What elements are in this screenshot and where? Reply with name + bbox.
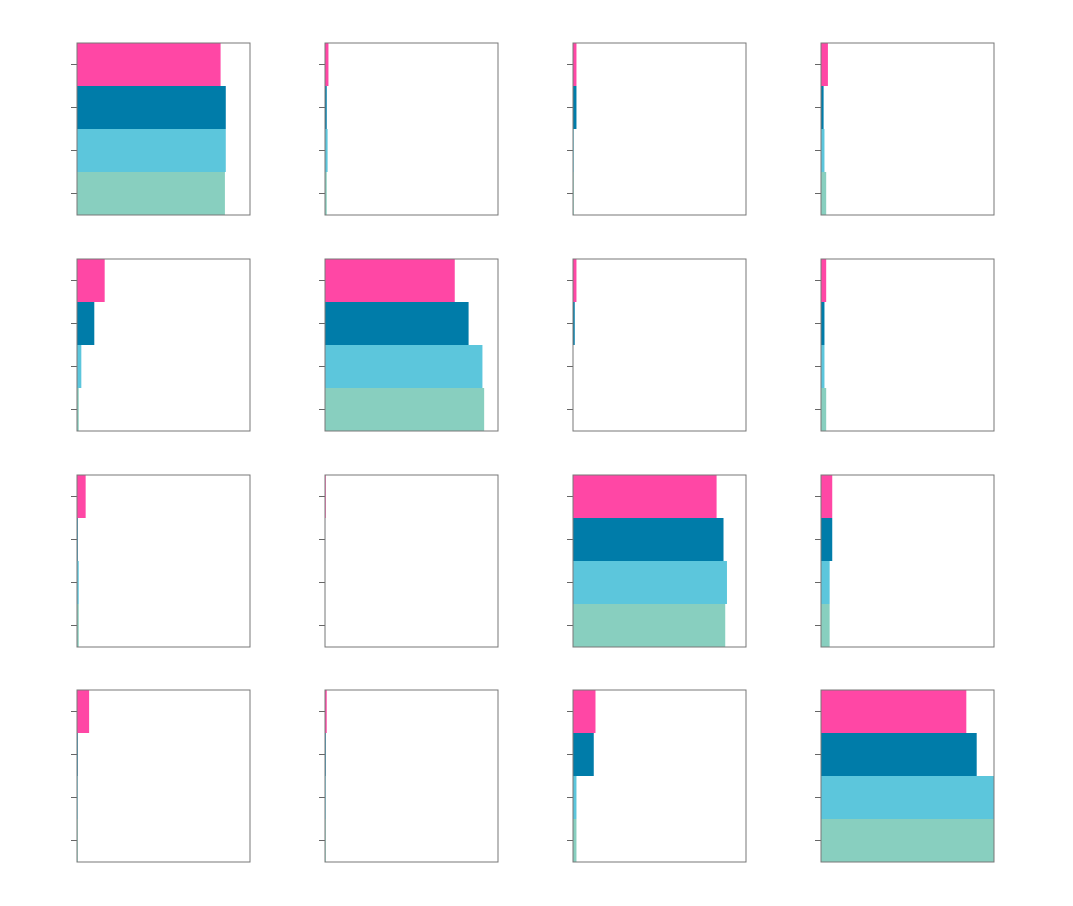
bar (821, 86, 824, 129)
panel-frame (324, 258, 499, 432)
bar (573, 43, 577, 86)
bar (821, 129, 825, 172)
bar (77, 604, 79, 647)
bar (573, 733, 594, 776)
bar (77, 345, 82, 388)
panel-frame (324, 474, 499, 648)
bar (573, 604, 726, 647)
bar (821, 43, 828, 86)
panel-frame (324, 689, 499, 863)
bar (325, 86, 327, 129)
bar (821, 819, 994, 862)
bar (325, 302, 469, 345)
panel-frame (820, 42, 995, 216)
bar (573, 259, 577, 302)
panel-frame (76, 474, 251, 648)
panel-frame (820, 689, 995, 863)
bar (573, 518, 724, 561)
panel-frame (572, 258, 747, 432)
bar (77, 259, 105, 302)
bar (821, 604, 830, 647)
panel-frame (820, 474, 995, 648)
panel-frame (572, 42, 747, 216)
bar (573, 302, 575, 345)
panel-frame (820, 258, 995, 432)
bar (77, 129, 226, 172)
bar (821, 733, 977, 776)
bar (325, 690, 327, 733)
bar (821, 302, 825, 345)
bar (821, 259, 827, 302)
bar (77, 388, 79, 431)
bar (573, 86, 577, 129)
bar (77, 475, 86, 518)
bar (821, 388, 827, 431)
bar (573, 561, 727, 604)
bar (821, 518, 833, 561)
bar (821, 561, 830, 604)
panel-frame (572, 474, 747, 648)
panel-frame (76, 258, 251, 432)
panel-frame (572, 689, 747, 863)
bar (821, 776, 994, 819)
panel-frame (324, 42, 499, 216)
panel-frame (76, 42, 251, 216)
bar (325, 172, 327, 215)
bar (77, 690, 90, 733)
bar (821, 345, 825, 388)
bar (573, 475, 717, 518)
bar (821, 690, 967, 733)
bar (325, 43, 329, 86)
bar (77, 561, 79, 604)
bar (77, 302, 95, 345)
bar (77, 172, 225, 215)
bar (821, 172, 827, 215)
bar (325, 259, 455, 302)
bar (573, 690, 596, 733)
bar (325, 345, 483, 388)
bar (573, 776, 577, 819)
panel-frame (76, 689, 251, 863)
bar (325, 129, 328, 172)
bar (573, 819, 577, 862)
bar (821, 475, 833, 518)
bar (77, 86, 226, 129)
bar (325, 388, 485, 431)
bar (77, 43, 221, 86)
